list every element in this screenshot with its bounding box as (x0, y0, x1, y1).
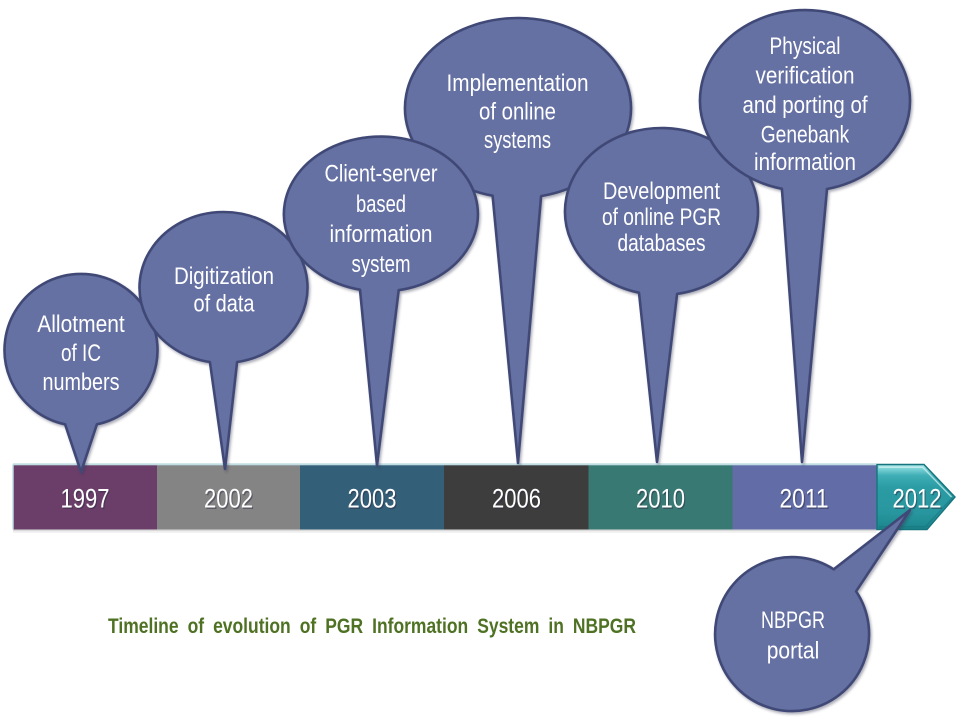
svg-text:2011: 2011 (781, 485, 830, 515)
svg-text:information: information (330, 221, 433, 248)
svg-text:1997: 1997 (62, 485, 111, 515)
svg-text:Implementation: Implementation (447, 70, 589, 97)
svg-text:of IC: of IC (61, 340, 101, 367)
svg-text:Genebank: Genebank (761, 122, 850, 149)
svg-text:Allotment: Allotment (37, 311, 125, 338)
svg-text:databases: databases (618, 230, 706, 257)
svg-text:Digitization: Digitization (174, 263, 274, 290)
svg-text:2006: 2006 (492, 484, 541, 514)
svg-text:portal: portal (767, 638, 820, 665)
svg-text:2006: 2006 (493, 485, 542, 515)
svg-text:of data: of data (194, 291, 256, 318)
svg-text:verification: verification (756, 63, 855, 90)
svg-text:1997: 1997 (61, 484, 110, 514)
svg-text:2011: 2011 (780, 484, 829, 514)
svg-text:Timeline of evolution of PGR I: Timeline of evolution of PGR Information… (108, 615, 636, 638)
svg-text:2002: 2002 (204, 484, 253, 514)
svg-text:based: based (356, 191, 406, 218)
svg-text:Client-server: Client-server (325, 161, 438, 188)
svg-text:information: information (754, 149, 856, 176)
svg-text:and porting of: and porting of (743, 92, 868, 119)
svg-text:2002: 2002 (205, 485, 254, 515)
svg-text:2012: 2012 (893, 484, 942, 514)
svg-text:of online PGR: of online PGR (602, 204, 721, 231)
svg-text:2010: 2010 (637, 485, 686, 515)
svg-text:2010: 2010 (636, 484, 685, 514)
svg-text:of online: of online (479, 99, 556, 126)
svg-text:2003: 2003 (349, 485, 398, 515)
svg-text:Development: Development (603, 178, 720, 205)
svg-text:2012: 2012 (894, 485, 943, 515)
svg-text:NBPGR: NBPGR (761, 607, 825, 634)
svg-text:system: system (352, 251, 411, 278)
svg-text:systems: systems (484, 127, 551, 154)
svg-text:2003: 2003 (348, 484, 397, 514)
svg-text:Physical: Physical (770, 33, 841, 60)
svg-text:numbers: numbers (43, 369, 120, 396)
